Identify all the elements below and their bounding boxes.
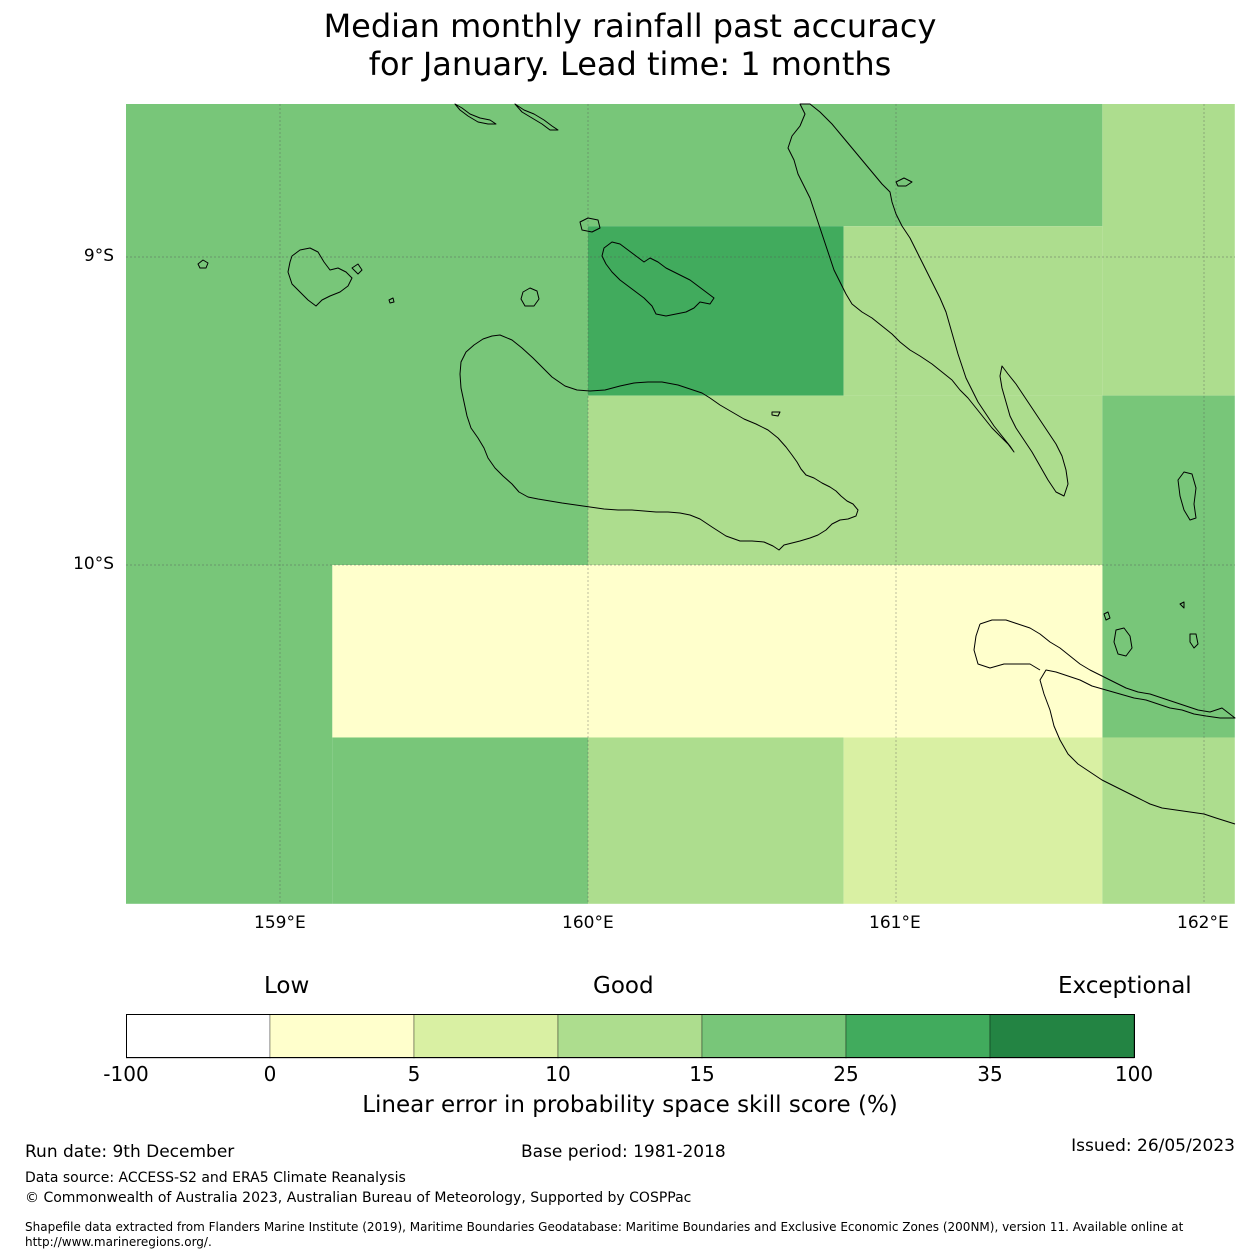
skill-cell-1 <box>588 104 1103 227</box>
colorbar-swatch-1 <box>269 1014 415 1059</box>
skill-cell-5 <box>588 395 1103 565</box>
issued-date: Issued: 26/05/2023 <box>1071 1136 1235 1156</box>
colorbar-swatch-0 <box>126 1014 271 1059</box>
skill-cell-10 <box>588 737 844 904</box>
copyright: © Commonwealth of Australia 2023, Austra… <box>25 1190 692 1206</box>
skill-cell-7 <box>126 565 333 904</box>
graticule <box>126 104 1235 904</box>
coastline-north-fragment-a <box>454 103 497 125</box>
colorbar-swatch-5 <box>845 1014 991 1059</box>
colorbar-swatch-6 <box>989 1014 1135 1059</box>
base-period: Base period: 1981-2018 <box>521 1142 726 1162</box>
colorbar-label: Linear error in probability space skill … <box>362 1092 898 1118</box>
colorbar <box>126 1014 1135 1059</box>
coastline-russell-islands <box>287 247 353 307</box>
colorbar-tick: 35 <box>977 1062 1003 1086</box>
skill-cell-0 <box>126 104 588 565</box>
lon-label-161e: 161°E <box>869 913 921 933</box>
coastline-santa-isabel <box>787 103 1015 453</box>
coastline-russell-islet-a <box>197 259 209 269</box>
colorbar-tick: 5 <box>407 1062 421 1086</box>
colorbar-swatch-2 <box>413 1014 559 1059</box>
skill-map <box>126 103 1236 904</box>
colorbar-tick: -100 <box>103 1062 149 1086</box>
coastline-makira-islet-b <box>1179 601 1185 609</box>
skill-cell-9 <box>332 737 588 904</box>
lon-label-160e: 160°E <box>562 913 614 933</box>
colorbar-word-low: Low <box>264 973 310 999</box>
skill-cell-2 <box>1102 104 1235 396</box>
shapefile-credit: Shapefile data extracted from Flanders M… <box>25 1220 1184 1249</box>
skill-cell-6 <box>1102 395 1235 738</box>
coastline-isabel-islet <box>895 177 913 187</box>
coastline-makira-islet-c <box>1189 633 1199 649</box>
run-date: Run date: 9th December <box>25 1142 235 1162</box>
colorbar-tick: 100 <box>1114 1062 1154 1086</box>
skill-cell-3 <box>588 226 844 396</box>
skill-cell-11 <box>843 737 1103 904</box>
coastline-russell-islet-c <box>388 297 395 304</box>
map-title-line1: Median monthly rainfall past accuracy <box>323 7 937 45</box>
coastline-russell-islet-b <box>351 263 363 275</box>
skill-cells <box>126 104 1235 904</box>
data-source: Data source: ACCESS-S2 and ERA5 Climate … <box>25 1170 406 1186</box>
skill-cell-8 <box>332 565 1103 738</box>
coastline-savo <box>520 287 540 307</box>
colorbar-tick: 15 <box>689 1062 715 1086</box>
colorbar-word-exceptional: Exceptional <box>1058 973 1192 999</box>
coastline-guadalcanal <box>459 334 859 551</box>
coastline-florida-islet <box>579 217 601 233</box>
coastline-makira <box>973 619 1236 825</box>
skill-cell-4 <box>843 226 1103 396</box>
colorbar-tick: 25 <box>833 1062 859 1086</box>
lat-label-9s: 9°S <box>83 246 114 266</box>
colorbar-tick: 0 <box>263 1062 277 1086</box>
skill-cell-12 <box>1102 737 1235 904</box>
colorbar-tick: 10 <box>545 1062 571 1086</box>
coastline-ulawa <box>1113 627 1133 657</box>
lon-label-159e: 159°E <box>254 913 306 933</box>
colorbar-swatch-4 <box>701 1014 847 1059</box>
lat-label-10s: 10°S <box>73 554 114 574</box>
colorbar-swatch-3 <box>557 1014 703 1059</box>
coastline-malaita-sliver <box>999 365 1069 497</box>
coastline-isabel-islet-b <box>771 411 781 417</box>
coastline-makira-islet-a <box>1103 611 1111 621</box>
colorbar-word-good: Good <box>593 973 654 999</box>
map-title-line2: for January. Lead time: 1 months <box>368 45 892 83</box>
coastlines <box>197 103 1236 825</box>
coastline-north-fragment-b <box>514 103 559 131</box>
coastline-florida-islands <box>601 241 715 317</box>
coastline-north-malaita <box>1177 471 1197 521</box>
colorbar-frame <box>126 1014 1135 1058</box>
lon-label-162e: 162°E <box>1177 913 1229 933</box>
colorbar-swatches <box>126 1014 1135 1059</box>
